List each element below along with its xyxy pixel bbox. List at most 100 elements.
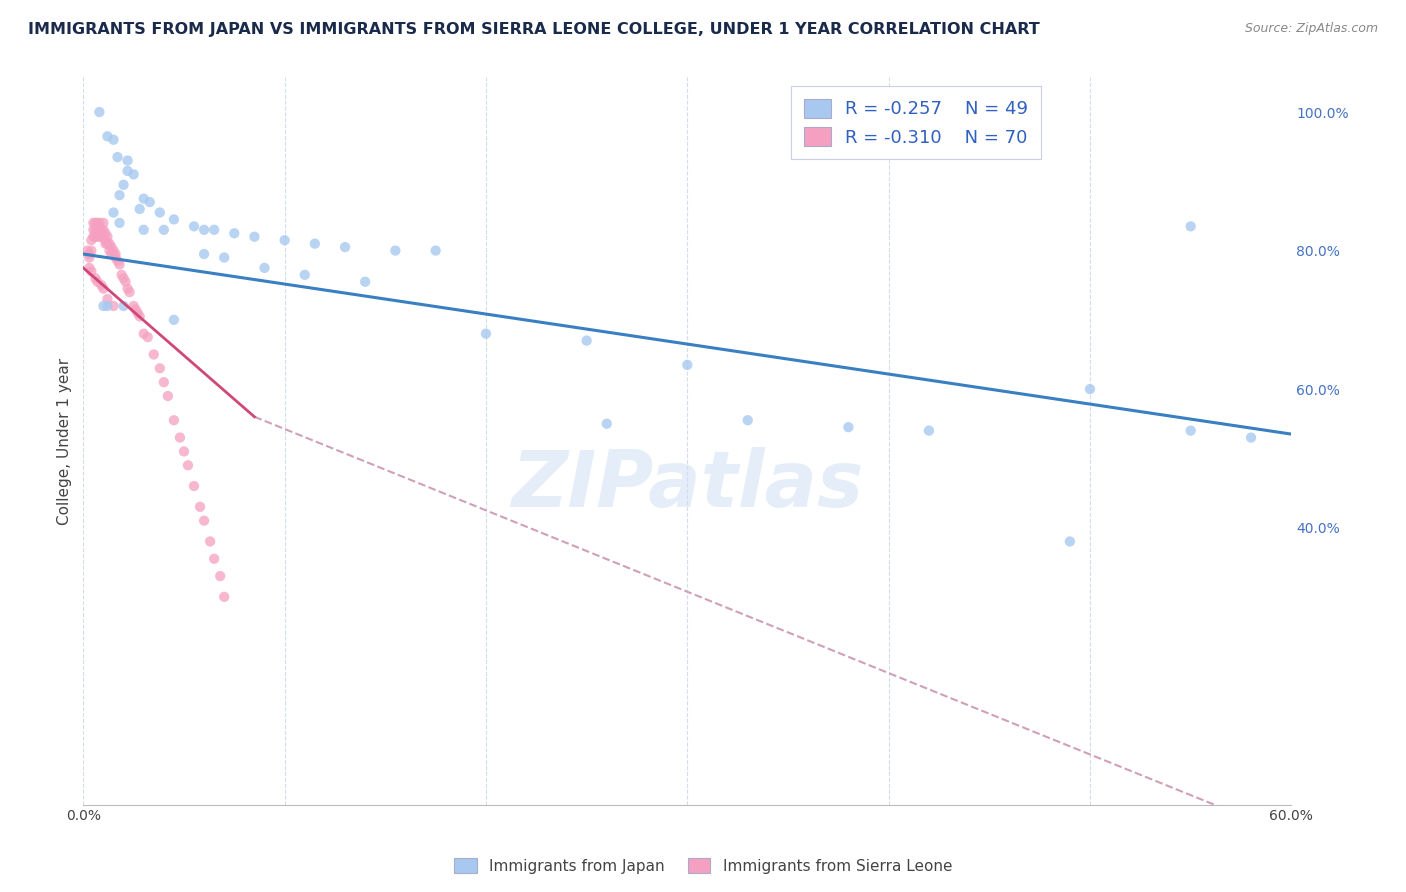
Point <box>103 299 125 313</box>
Point <box>93 223 115 237</box>
Point <box>156 389 179 403</box>
Point <box>1180 219 1202 234</box>
Point <box>89 216 111 230</box>
Point <box>84 271 107 285</box>
Point <box>122 299 145 313</box>
Point <box>294 268 316 282</box>
Point <box>93 299 115 313</box>
Point <box>117 282 139 296</box>
Point <box>93 282 115 296</box>
Point <box>918 424 941 438</box>
Point <box>142 347 165 361</box>
Point <box>94 233 117 247</box>
Point <box>110 268 132 282</box>
Point <box>132 192 155 206</box>
Point <box>79 251 101 265</box>
Point <box>86 223 108 237</box>
Point <box>114 275 136 289</box>
Point <box>103 205 125 219</box>
Point <box>163 413 186 427</box>
Point <box>94 236 117 251</box>
Point <box>253 260 276 275</box>
Point <box>354 275 377 289</box>
Point <box>86 216 108 230</box>
Point <box>212 590 235 604</box>
Point <box>475 326 498 341</box>
Point <box>84 216 107 230</box>
Point <box>98 244 121 258</box>
Point <box>84 229 107 244</box>
Point <box>96 236 118 251</box>
Point <box>138 195 160 210</box>
Point <box>163 212 186 227</box>
Point <box>79 260 101 275</box>
Point <box>837 420 859 434</box>
Point <box>96 229 118 244</box>
Point <box>136 330 159 344</box>
Point <box>1059 534 1081 549</box>
Point <box>90 223 112 237</box>
Point <box>193 247 215 261</box>
Point <box>183 219 205 234</box>
Point <box>80 244 103 258</box>
Point <box>108 257 131 271</box>
Point <box>112 271 135 285</box>
Point <box>89 223 111 237</box>
Point <box>132 326 155 341</box>
Point <box>198 534 221 549</box>
Point <box>86 229 108 244</box>
Point <box>1240 431 1263 445</box>
Point <box>212 251 235 265</box>
Point <box>117 153 139 168</box>
Point <box>103 244 125 258</box>
Point <box>82 229 104 244</box>
Point <box>737 413 759 427</box>
Point <box>202 223 225 237</box>
Point <box>104 247 127 261</box>
Point <box>173 444 195 458</box>
Point <box>163 313 186 327</box>
Legend: Immigrants from Japan, Immigrants from Sierra Leone: Immigrants from Japan, Immigrants from S… <box>447 852 959 880</box>
Point <box>93 216 115 230</box>
Point <box>90 278 112 293</box>
Point <box>82 223 104 237</box>
Point <box>122 168 145 182</box>
Point <box>304 236 326 251</box>
Point <box>100 240 122 254</box>
Point <box>104 251 127 265</box>
Point <box>103 133 125 147</box>
Point <box>108 188 131 202</box>
Point <box>84 223 107 237</box>
Point <box>177 458 200 473</box>
Point <box>94 227 117 241</box>
Point <box>112 299 135 313</box>
Point <box>82 216 104 230</box>
Point <box>96 129 118 144</box>
Point <box>209 569 232 583</box>
Point <box>193 223 215 237</box>
Point <box>89 105 111 120</box>
Point <box>93 229 115 244</box>
Point <box>76 244 98 258</box>
Point <box>127 306 149 320</box>
Point <box>107 150 129 164</box>
Point <box>153 375 176 389</box>
Point <box>107 254 129 268</box>
Point <box>89 229 111 244</box>
Point <box>128 310 150 324</box>
Point <box>79 247 101 261</box>
Point <box>112 178 135 192</box>
Point <box>100 247 122 261</box>
Point <box>575 334 598 348</box>
Point <box>86 275 108 289</box>
Point <box>202 551 225 566</box>
Legend: R = -0.257    N = 49, R = -0.310    N = 70: R = -0.257 N = 49, R = -0.310 N = 70 <box>792 87 1040 160</box>
Point <box>124 302 146 317</box>
Point <box>384 244 406 258</box>
Point <box>80 233 103 247</box>
Text: IMMIGRANTS FROM JAPAN VS IMMIGRANTS FROM SIERRA LEONE COLLEGE, UNDER 1 YEAR CORR: IMMIGRANTS FROM JAPAN VS IMMIGRANTS FROM… <box>28 22 1040 37</box>
Point <box>149 361 172 376</box>
Point <box>108 216 131 230</box>
Text: Source: ZipAtlas.com: Source: ZipAtlas.com <box>1244 22 1378 36</box>
Point <box>1078 382 1101 396</box>
